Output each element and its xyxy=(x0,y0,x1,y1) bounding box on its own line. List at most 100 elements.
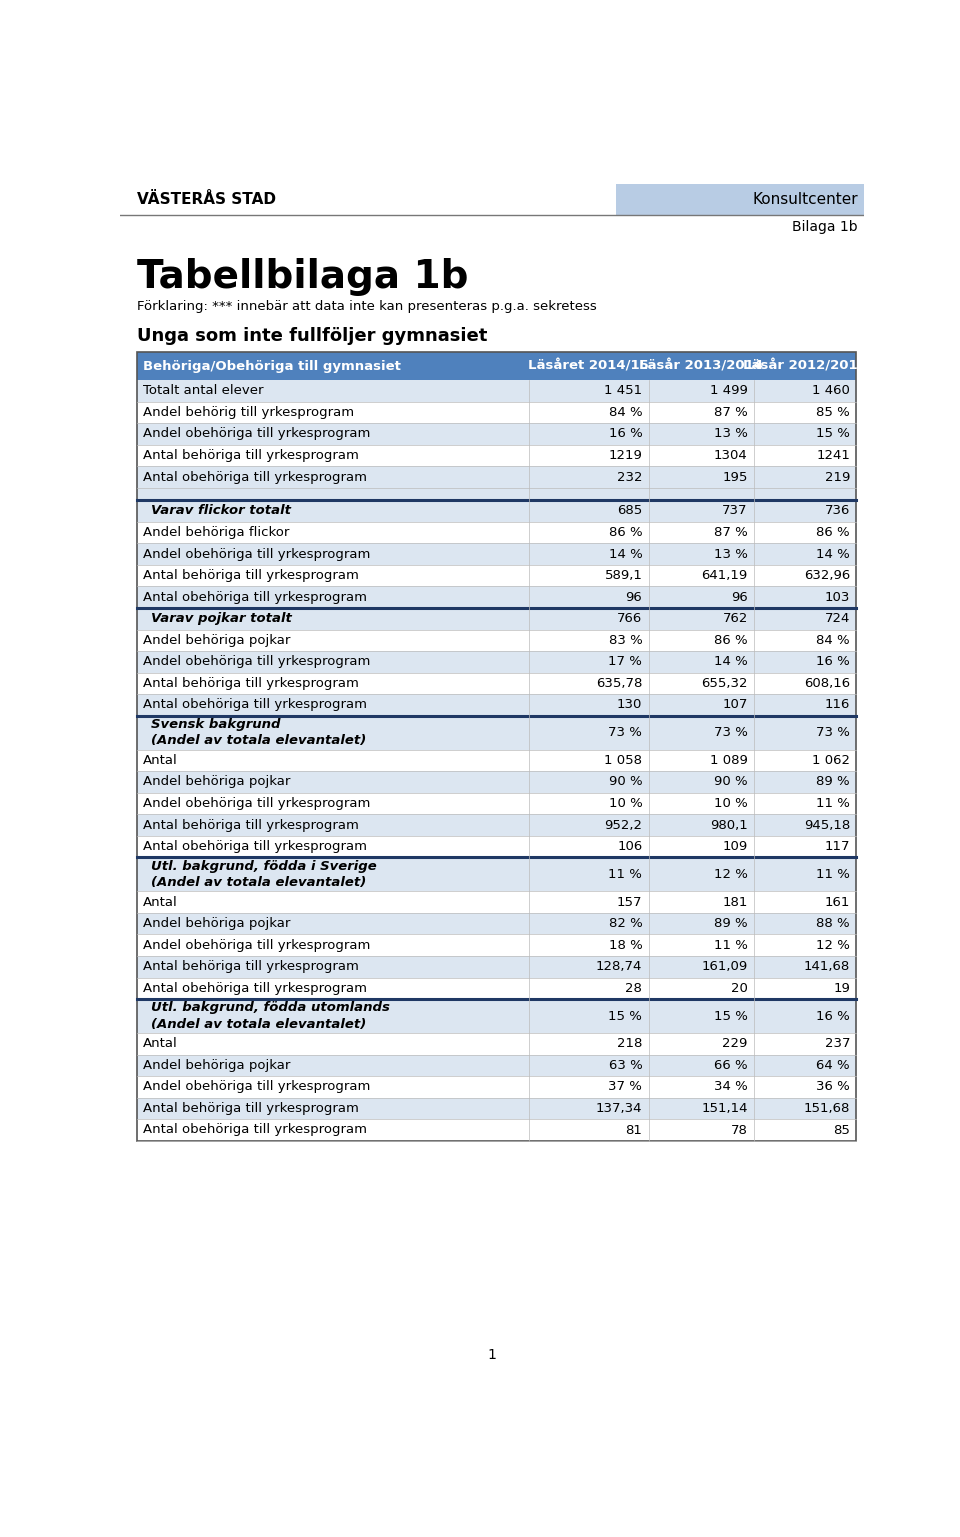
Text: Läsåret 2014/15: Läsåret 2014/15 xyxy=(529,360,649,372)
Text: 219: 219 xyxy=(825,470,850,484)
Bar xyxy=(137,695,856,716)
Text: 89 %: 89 % xyxy=(714,918,748,930)
Text: 685: 685 xyxy=(617,504,642,518)
Bar xyxy=(137,487,856,500)
Text: 1 460: 1 460 xyxy=(812,384,850,397)
Text: Varav flickor totalt: Varav flickor totalt xyxy=(151,504,291,518)
Text: 762: 762 xyxy=(722,612,748,626)
Text: 103: 103 xyxy=(825,590,850,604)
Text: 1241: 1241 xyxy=(816,449,850,463)
Bar xyxy=(137,380,856,401)
Bar xyxy=(137,716,856,750)
Bar xyxy=(616,184,864,215)
Text: 15 %: 15 % xyxy=(816,427,850,441)
Bar xyxy=(137,999,856,1033)
Text: 1 451: 1 451 xyxy=(604,384,642,397)
Text: 116: 116 xyxy=(825,698,850,712)
Text: 980,1: 980,1 xyxy=(710,819,748,832)
Bar xyxy=(137,423,856,444)
Text: Andel obehöriga till yrkesprogram: Andel obehöriga till yrkesprogram xyxy=(143,547,371,561)
Text: Konsultcenter: Konsultcenter xyxy=(753,192,858,207)
Text: Andel obehöriga till yrkesprogram: Andel obehöriga till yrkesprogram xyxy=(143,1081,371,1093)
Text: Svensk bakgrund
(Andel av totala elevantalet): Svensk bakgrund (Andel av totala elevant… xyxy=(151,718,367,747)
Text: 14 %: 14 % xyxy=(609,547,642,561)
Bar xyxy=(137,630,856,652)
Text: 952,2: 952,2 xyxy=(605,819,642,832)
Text: 18 %: 18 % xyxy=(609,939,642,951)
Bar xyxy=(137,793,856,815)
Bar xyxy=(137,815,856,836)
Bar xyxy=(137,352,856,1140)
Text: 34 %: 34 % xyxy=(714,1081,748,1093)
Text: Antal: Antal xyxy=(143,1037,178,1050)
Bar xyxy=(137,913,856,934)
Text: Antal behöriga till yrkesprogram: Antal behöriga till yrkesprogram xyxy=(143,676,359,690)
Text: 36 %: 36 % xyxy=(816,1081,850,1093)
Text: 589,1: 589,1 xyxy=(605,569,642,583)
Text: 83 %: 83 % xyxy=(609,633,642,647)
Text: 724: 724 xyxy=(825,612,850,626)
Text: 15 %: 15 % xyxy=(714,1010,748,1022)
Text: 109: 109 xyxy=(723,841,748,853)
Bar xyxy=(137,858,856,891)
Bar xyxy=(137,934,856,956)
Bar xyxy=(137,1076,856,1097)
Text: 63 %: 63 % xyxy=(609,1059,642,1071)
Text: 130: 130 xyxy=(617,698,642,712)
Text: Andel obehöriga till yrkesprogram: Andel obehöriga till yrkesprogram xyxy=(143,939,371,951)
Text: 28: 28 xyxy=(626,982,642,994)
Text: 737: 737 xyxy=(722,504,748,518)
Text: Andel obehöriga till yrkesprogram: Andel obehöriga till yrkesprogram xyxy=(143,655,371,669)
Text: 107: 107 xyxy=(722,698,748,712)
Text: 117: 117 xyxy=(825,841,850,853)
Text: Antal obehöriga till yrkesprogram: Antal obehöriga till yrkesprogram xyxy=(143,841,368,853)
Bar xyxy=(137,564,856,587)
Text: 1 499: 1 499 xyxy=(709,384,748,397)
Bar xyxy=(137,500,856,521)
Text: 16 %: 16 % xyxy=(816,655,850,669)
Text: Utl. bakgrund, födda i Sverige
(Andel av totala elevantalet): Utl. bakgrund, födda i Sverige (Andel av… xyxy=(151,859,376,888)
Text: 87 %: 87 % xyxy=(714,526,748,539)
Bar xyxy=(137,609,856,630)
Text: 106: 106 xyxy=(617,841,642,853)
Text: 66 %: 66 % xyxy=(714,1059,748,1071)
Text: 157: 157 xyxy=(617,896,642,908)
Text: Antal behöriga till yrkesprogram: Antal behöriga till yrkesprogram xyxy=(143,819,359,832)
Text: 90 %: 90 % xyxy=(609,776,642,788)
Bar xyxy=(137,352,856,380)
Text: 128,74: 128,74 xyxy=(596,961,642,973)
Text: Unga som inte fullföljer gymnasiet: Unga som inte fullföljer gymnasiet xyxy=(137,327,488,344)
Text: Tabellbilaga 1b: Tabellbilaga 1b xyxy=(137,258,468,295)
Text: Antal behöriga till yrkesprogram: Antal behöriga till yrkesprogram xyxy=(143,1102,359,1114)
Text: 85 %: 85 % xyxy=(816,406,850,420)
Text: Antal obehöriga till yrkesprogram: Antal obehöriga till yrkesprogram xyxy=(143,1124,368,1136)
Text: 84 %: 84 % xyxy=(816,633,850,647)
Text: 64 %: 64 % xyxy=(816,1059,850,1071)
Text: 13 %: 13 % xyxy=(714,427,748,441)
Text: 608,16: 608,16 xyxy=(804,676,850,690)
Text: Utl. bakgrund, födda utomlands
(Andel av totala elevantalet): Utl. bakgrund, födda utomlands (Andel av… xyxy=(151,1001,390,1031)
Text: Andel behöriga pojkar: Andel behöriga pojkar xyxy=(143,776,291,788)
Text: 161,09: 161,09 xyxy=(702,961,748,973)
Bar xyxy=(137,466,856,487)
Bar xyxy=(137,978,856,999)
Text: 137,34: 137,34 xyxy=(596,1102,642,1114)
Bar xyxy=(137,587,856,609)
Text: 14 %: 14 % xyxy=(714,655,748,669)
Text: 1: 1 xyxy=(488,1348,496,1362)
Text: 20: 20 xyxy=(731,982,748,994)
Text: 86 %: 86 % xyxy=(714,633,748,647)
Bar xyxy=(137,401,856,423)
Text: 11 %: 11 % xyxy=(816,868,850,881)
Text: 88 %: 88 % xyxy=(816,918,850,930)
Text: 37 %: 37 % xyxy=(609,1081,642,1093)
Bar xyxy=(137,1119,856,1140)
Text: 96: 96 xyxy=(626,590,642,604)
Text: Läsår 2012/2013: Läsår 2012/2013 xyxy=(743,360,867,372)
Text: 11 %: 11 % xyxy=(714,939,748,951)
Bar xyxy=(137,444,856,466)
Text: Antal behöriga till yrkesprogram: Antal behöriga till yrkesprogram xyxy=(143,961,359,973)
Text: 16 %: 16 % xyxy=(816,1010,850,1022)
Bar xyxy=(137,543,856,564)
Text: Andel behörig till yrkesprogram: Andel behörig till yrkesprogram xyxy=(143,406,354,420)
